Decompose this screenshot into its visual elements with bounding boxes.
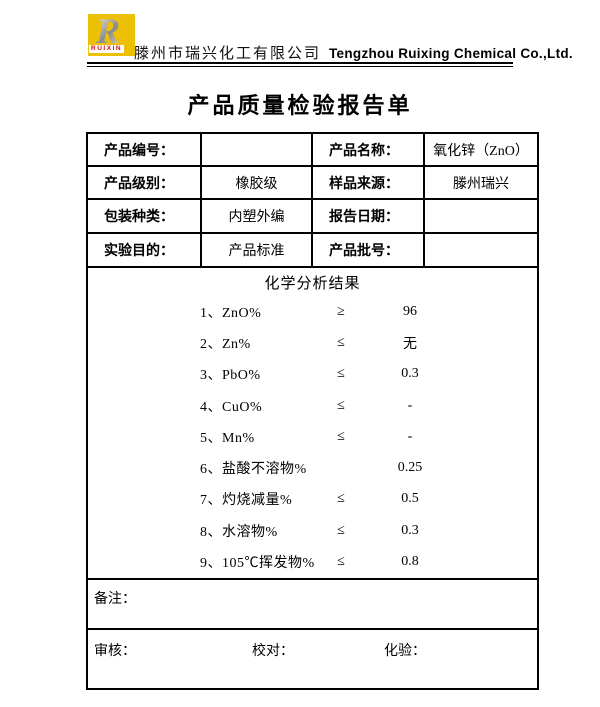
analysis-item-value: 0.3	[401, 522, 419, 538]
analysis-item: 5、Mn% ≤ -	[88, 421, 537, 452]
packaging-label: 包装种类：	[86, 198, 202, 234]
test-purpose-label: 实验目的：	[86, 232, 202, 268]
analysis-item-name: 5、Mn%	[200, 430, 255, 446]
analysis-item: 4、CuO% ≤ -	[88, 390, 537, 421]
analysis-item-symbol: ≤	[337, 522, 345, 538]
notes-row: 备注：	[86, 578, 539, 630]
product-no-label: 产品编号：	[86, 132, 202, 167]
analysis-item-symbol: ≤	[337, 397, 345, 413]
batch-no-value	[423, 232, 539, 268]
sample-source-label: 样品来源：	[311, 165, 425, 200]
analysis-item-symbol: ≥	[337, 303, 345, 319]
report-date-label: 报告日期：	[311, 198, 425, 234]
info-row-packaging: 包装种类： 内塑外编 报告日期：	[86, 198, 539, 234]
signature-row: 审核： 校对： 化验：	[86, 628, 539, 690]
analysis-section: 化学分析结果 1、ZnO% ≥ 96 2、Zn% ≤ 无 3、PbO% ≤ 0.…	[86, 266, 539, 580]
analysis-item-value: -	[407, 397, 413, 413]
analysis-item-symbol: ≤	[337, 428, 345, 444]
product-no-value	[200, 132, 313, 167]
info-row-purpose: 实验目的： 产品标准 产品批号：	[86, 232, 539, 268]
product-name-label: 产品名称：	[311, 132, 425, 167]
analysis-section-title: 化学分析结果	[264, 276, 361, 292]
product-grade-label: 产品级别：	[86, 165, 202, 200]
analysis-item-value: -	[407, 428, 413, 444]
analysis-item-symbol: ≤	[337, 334, 345, 350]
company-name-en: Tengzhou Ruixing Chemical Co.,Ltd.	[329, 46, 573, 61]
analysis-item: 7、灼烧减量% ≤ 0.5	[88, 484, 537, 515]
analysis-item-name: 3、PbO%	[200, 368, 261, 384]
sample-source-value: 滕州瑞兴	[423, 165, 539, 200]
notes-cell: 备注：	[86, 578, 539, 630]
analysis-item-symbol: ≤	[337, 554, 345, 570]
company-logo: R RUIXIN	[88, 11, 135, 56]
product-name-value: 氧化锌（ZnO）	[423, 132, 539, 167]
logo-brand-text: RUIXIN	[89, 44, 125, 53]
analysis-item-value: 0.3	[401, 366, 419, 382]
analysis-item: 9、105℃挥发物% ≤ 0.8	[88, 546, 537, 577]
company-name-line: 滕州市瑞兴化工有限公司 Tengzhou Ruixing Chemical Co…	[134, 42, 573, 63]
page-title: 产品质量检验报告单	[187, 93, 413, 118]
analysis-item: 3、PbO% ≤ 0.3	[88, 359, 537, 390]
analysis-item-symbol: ≤	[337, 491, 345, 507]
report-table: 产品编号： 产品名称： 氧化锌（ZnO） 产品级别： 橡胶级 样品来源： 滕州瑞…	[86, 132, 539, 690]
analysis-item-name: 7、灼烧减量%	[200, 493, 293, 509]
analysis-item-value: 无	[403, 336, 417, 352]
analysis-item-value: 0.8	[401, 554, 419, 570]
review-label: 审核：	[94, 644, 136, 659]
packaging-value: 内塑外编	[200, 198, 313, 234]
test-purpose-value: 产品标准	[200, 232, 313, 268]
analysis-section-row: 化学分析结果 1、ZnO% ≥ 96 2、Zn% ≤ 无 3、PbO% ≤ 0.…	[86, 266, 539, 580]
batch-no-label: 产品批号：	[311, 232, 425, 268]
info-row-product-no: 产品编号： 产品名称： 氧化锌（ZnO）	[86, 132, 539, 167]
logo-r-monogram-icon: R	[96, 11, 121, 51]
analysis-item-symbol: ≤	[337, 366, 345, 382]
notes-label: 备注：	[94, 592, 136, 607]
analysis-item-name: 9、105℃挥发物%	[200, 556, 315, 572]
assay-label: 化验：	[384, 644, 426, 659]
info-row-grade: 产品级别： 橡胶级 样品来源： 滕州瑞兴	[86, 165, 539, 200]
analysis-item: 6、盐酸不溶物% 0.25	[88, 452, 537, 483]
analysis-item: 1、ZnO% ≥ 96	[88, 296, 537, 327]
header-divider	[87, 62, 513, 67]
analysis-item: 8、水溶物% ≤ 0.3	[88, 515, 537, 546]
signature-labels: 审核： 校对： 化验：	[88, 640, 537, 660]
analysis-item-value: 96	[403, 303, 417, 319]
analysis-item-name: 1、ZnO%	[200, 305, 262, 321]
analysis-item-name: 4、CuO%	[200, 399, 263, 415]
analysis-item-value: 0.25	[397, 460, 423, 476]
proofread-label: 校对：	[252, 644, 294, 659]
signature-cell: 审核： 校对： 化验：	[86, 628, 539, 690]
analysis-item-name: 2、Zn%	[200, 336, 251, 352]
report-date-value	[423, 198, 539, 234]
product-grade-value: 橡胶级	[200, 165, 313, 200]
analysis-item: 2、Zn% ≤ 无	[88, 327, 537, 358]
analysis-item-name: 6、盐酸不溶物%	[200, 462, 307, 478]
company-name-cn: 滕州市瑞兴化工有限公司	[134, 46, 322, 62]
analysis-item-name: 8、水溶物%	[200, 524, 278, 540]
analysis-item-value: 0.5	[401, 491, 419, 507]
